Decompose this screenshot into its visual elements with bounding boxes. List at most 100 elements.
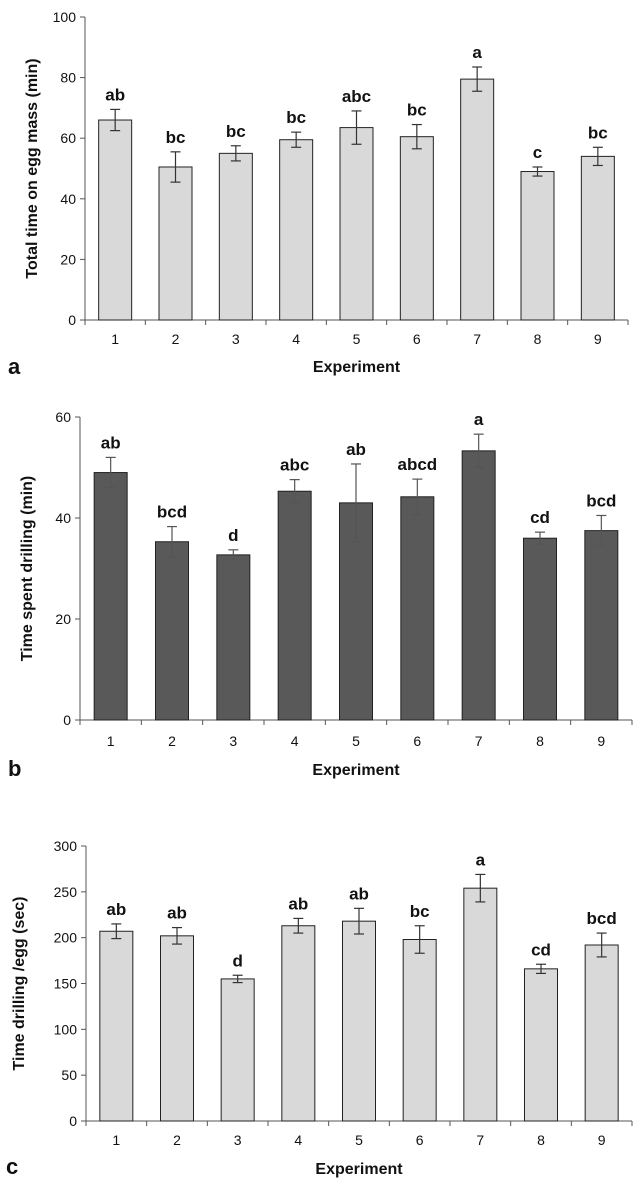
significance-letter: ab bbox=[105, 85, 125, 104]
significance-letter: a bbox=[474, 410, 484, 429]
y-tick-label: 40 bbox=[60, 191, 76, 207]
panel-label: c bbox=[6, 1154, 18, 1179]
bar-experiment-5 bbox=[339, 127, 374, 321]
y-tick-label: 60 bbox=[60, 130, 76, 146]
x-tick-label: 2 bbox=[172, 331, 180, 347]
bar-experiment-2 bbox=[158, 166, 193, 321]
significance-letter: bc bbox=[588, 123, 608, 142]
significance-letter: c bbox=[533, 143, 542, 162]
x-tick-label: 5 bbox=[352, 733, 360, 749]
significance-letter: cd bbox=[530, 508, 550, 527]
x-tick-label: 4 bbox=[292, 331, 300, 347]
bar-experiment-3 bbox=[218, 152, 253, 321]
bar-experiment-4 bbox=[281, 925, 316, 1122]
x-tick-label: 8 bbox=[537, 1132, 545, 1148]
bar-experiment-1 bbox=[99, 930, 134, 1122]
x-axis-title: Experiment bbox=[312, 762, 400, 779]
significance-letter: bcd bbox=[586, 491, 616, 510]
bar-experiment-8 bbox=[523, 537, 557, 721]
x-tick-label: 7 bbox=[476, 1132, 484, 1148]
chart-panel-c: 0 50 100 150 200 250 300 ab 1 ab 2 d 3 ab 4 ab 5 bc 6 a 7 cd 8… bbox=[6, 838, 633, 1179]
significance-letter: bc bbox=[166, 128, 186, 147]
significance-letter: bc bbox=[410, 902, 430, 921]
y-tick-label: 40 bbox=[55, 510, 71, 526]
x-axis-title: Experiment bbox=[315, 1161, 403, 1178]
bar-experiment-8 bbox=[524, 968, 558, 1122]
panel-label: b bbox=[8, 756, 21, 781]
bar-experiment-7 bbox=[463, 887, 498, 1122]
significance-letter: bcd bbox=[587, 909, 617, 928]
bar-experiment-6 bbox=[399, 136, 434, 321]
x-tick-label: 1 bbox=[111, 331, 119, 347]
bar-experiment-5 bbox=[342, 920, 376, 1122]
chart-panel-a: 0 20 40 60 80 100 ab 1 bc 2 bc 3 bc 4 abc 5 bc 6 a 7 c 8 bc 9 Ex… bbox=[8, 9, 629, 379]
y-tick-label: 100 bbox=[53, 9, 77, 25]
x-tick-label: 1 bbox=[107, 733, 115, 749]
significance-letter: ab bbox=[101, 433, 121, 452]
significance-letter: bc bbox=[407, 101, 427, 120]
x-tick-label: 1 bbox=[112, 1132, 120, 1148]
bar-experiment-1 bbox=[98, 119, 133, 321]
significance-letter: a bbox=[476, 850, 486, 869]
y-tick-label: 150 bbox=[54, 976, 78, 992]
bar-experiment-3 bbox=[220, 978, 255, 1122]
x-tick-label: 6 bbox=[413, 331, 421, 347]
panel-label: a bbox=[8, 354, 21, 379]
significance-letter: cd bbox=[531, 940, 551, 959]
y-tick-label: 20 bbox=[55, 611, 71, 627]
bar-experiment-6 bbox=[400, 496, 435, 721]
bar-experiment-7 bbox=[461, 450, 496, 721]
x-tick-label: 7 bbox=[473, 331, 481, 347]
bar-experiment-1 bbox=[93, 472, 128, 721]
significance-letter: ab bbox=[288, 894, 308, 913]
bar-experiment-9 bbox=[584, 944, 619, 1122]
y-tick-label: 50 bbox=[61, 1067, 77, 1083]
y-axis-title: Total time on egg mass (min) bbox=[24, 58, 41, 278]
bar-experiment-3 bbox=[216, 554, 251, 721]
x-tick-label: 7 bbox=[475, 733, 483, 749]
bar-experiment-6 bbox=[402, 939, 437, 1122]
x-tick-label: 9 bbox=[594, 331, 602, 347]
x-tick-label: 5 bbox=[355, 1132, 363, 1148]
significance-letter: a bbox=[472, 43, 482, 62]
significance-letter: abc bbox=[280, 456, 309, 475]
significance-letter: d bbox=[228, 526, 238, 545]
x-tick-label: 9 bbox=[597, 733, 605, 749]
significance-letter: bc bbox=[226, 122, 246, 141]
bar-experiment-2 bbox=[155, 541, 189, 721]
y-tick-label: 200 bbox=[54, 930, 78, 946]
bar-experiment-7 bbox=[460, 78, 495, 321]
x-tick-label: 2 bbox=[168, 733, 176, 749]
bar-experiment-4 bbox=[279, 139, 314, 321]
x-tick-label: 8 bbox=[536, 733, 544, 749]
bar-experiment-9 bbox=[580, 155, 615, 321]
x-tick-label: 8 bbox=[534, 331, 542, 347]
bar-experiment-9 bbox=[584, 530, 619, 721]
y-tick-label: 300 bbox=[54, 838, 78, 854]
significance-letter: abcd bbox=[397, 455, 437, 474]
y-tick-label: 100 bbox=[54, 1021, 78, 1037]
y-tick-label: 20 bbox=[60, 251, 76, 267]
x-tick-label: 2 bbox=[173, 1132, 181, 1148]
bar-experiment-2 bbox=[160, 935, 194, 1122]
x-tick-label: 3 bbox=[234, 1132, 242, 1148]
significance-letter: ab bbox=[346, 440, 366, 459]
significance-letter: bcd bbox=[157, 503, 187, 522]
x-tick-label: 6 bbox=[413, 733, 421, 749]
y-tick-label: 0 bbox=[68, 312, 76, 328]
x-tick-label: 4 bbox=[294, 1132, 302, 1148]
significance-letter: ab bbox=[349, 884, 369, 903]
x-tick-label: 6 bbox=[416, 1132, 424, 1148]
x-tick-label: 5 bbox=[353, 331, 361, 347]
y-tick-label: 250 bbox=[54, 884, 78, 900]
y-tick-label: 60 bbox=[55, 409, 71, 425]
significance-letter: bc bbox=[286, 108, 306, 127]
y-tick-label: 80 bbox=[60, 70, 76, 86]
y-tick-label: 0 bbox=[63, 712, 71, 728]
x-axis-title: Experiment bbox=[313, 359, 401, 376]
significance-letter: d bbox=[232, 951, 242, 970]
x-tick-label: 3 bbox=[232, 331, 240, 347]
bar-experiment-8 bbox=[520, 171, 555, 321]
bar-experiment-4 bbox=[277, 490, 312, 721]
